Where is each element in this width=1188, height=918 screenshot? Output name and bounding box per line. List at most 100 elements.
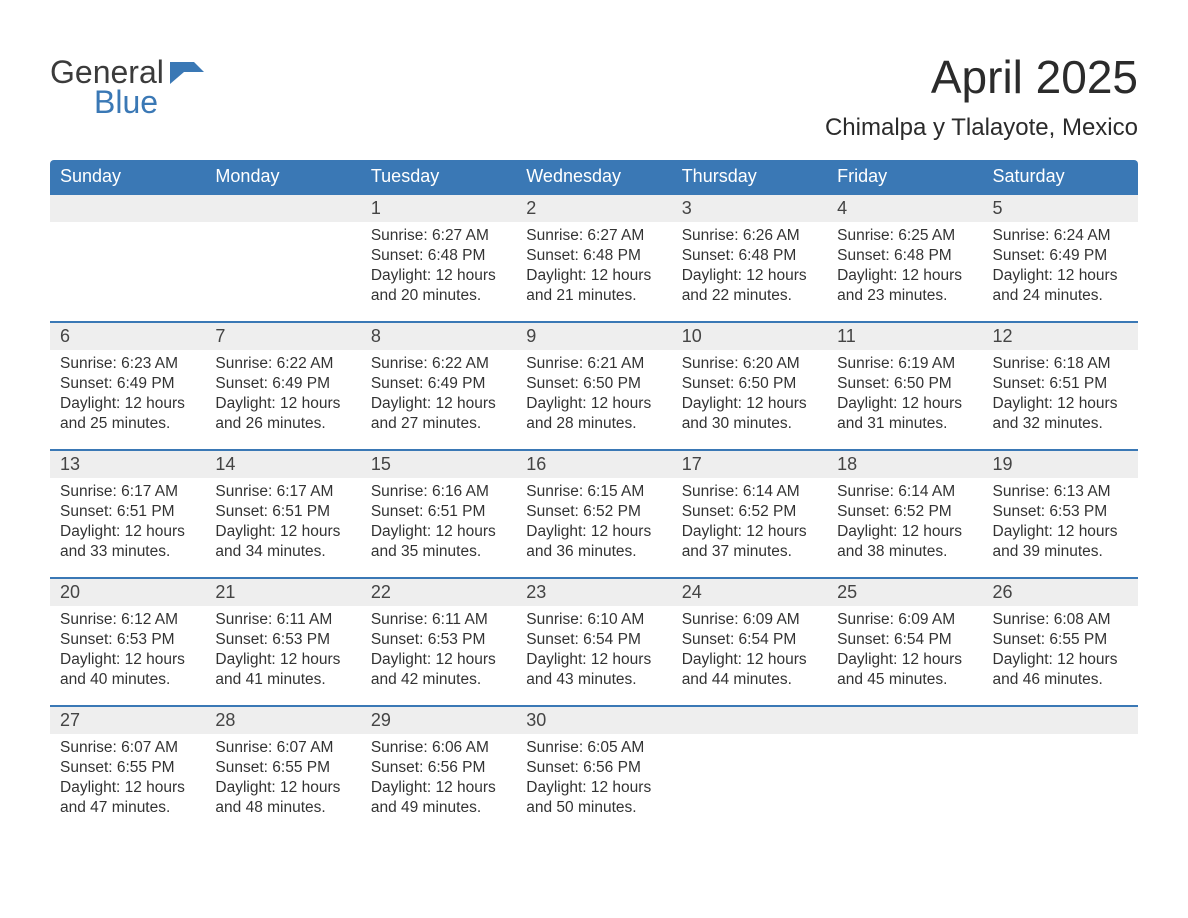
day-body: Sunrise: 6:27 AMSunset: 6:48 PMDaylight:…	[361, 222, 516, 313]
day-cell: 25Sunrise: 6:09 AMSunset: 6:54 PMDayligh…	[827, 578, 982, 706]
week-row: 1Sunrise: 6:27 AMSunset: 6:48 PMDaylight…	[50, 194, 1138, 322]
week-row: 20Sunrise: 6:12 AMSunset: 6:53 PMDayligh…	[50, 578, 1138, 706]
sunrise-text: Sunrise: 6:15 AM	[526, 482, 661, 502]
daylight-text-line1: Daylight: 12 hours	[371, 778, 506, 798]
day-number: 26	[983, 579, 1138, 606]
sunrise-text: Sunrise: 6:06 AM	[371, 738, 506, 758]
week-row: 13Sunrise: 6:17 AMSunset: 6:51 PMDayligh…	[50, 450, 1138, 578]
day-body: Sunrise: 6:06 AMSunset: 6:56 PMDaylight:…	[361, 734, 516, 825]
daylight-text-line1: Daylight: 12 hours	[371, 266, 506, 286]
sunset-text: Sunset: 6:49 PM	[215, 374, 350, 394]
sunset-text: Sunset: 6:48 PM	[682, 246, 817, 266]
day-body: Sunrise: 6:13 AMSunset: 6:53 PMDaylight:…	[983, 478, 1138, 569]
day-cell: 18 Sunrise: 6:14 AMSunset: 6:52 PMDayligh…	[827, 450, 982, 578]
sunrise-text: Sunrise: 6:14 AM	[837, 482, 972, 502]
sunset-text: Sunset: 6:51 PM	[215, 502, 350, 522]
sunset-text: Sunset: 6:49 PM	[371, 374, 506, 394]
daylight-text-line1: Daylight: 12 hours	[526, 394, 661, 414]
daylight-text-line2: and 33 minutes.	[60, 542, 195, 562]
sunset-text: Sunset: 6:48 PM	[526, 246, 661, 266]
sunrise-text: Sunrise: 6:27 AM	[526, 226, 661, 246]
day-body: Sunrise: 6:23 AMSunset: 6:49 PMDaylight:…	[50, 350, 205, 441]
sunset-text: Sunset: 6:51 PM	[993, 374, 1128, 394]
title-block: April 2025 Chimalpa y Tlalayote, Mexico	[825, 50, 1138, 142]
sunrise-text: Sunrise: 6:23 AM	[60, 354, 195, 374]
sunset-text: Sunset: 6:48 PM	[837, 246, 972, 266]
day-body: Sunrise: 6:22 AMSunset: 6:49 PMDaylight:…	[205, 350, 360, 441]
daylight-text-line1: Daylight: 12 hours	[215, 522, 350, 542]
sunrise-text: Sunrise: 6:09 AM	[837, 610, 972, 630]
day-number: 25	[827, 579, 982, 606]
day-number: 21	[205, 579, 360, 606]
sunrise-text: Sunrise: 6:25 AM	[837, 226, 972, 246]
day-number: 23	[516, 579, 671, 606]
day-number: 24	[672, 579, 827, 606]
sunset-text: Sunset: 6:55 PM	[993, 630, 1128, 650]
daylight-text-line2: and 28 minutes.	[526, 414, 661, 434]
day-number: 7	[205, 323, 360, 350]
daylight-text-line1: Daylight: 12 hours	[371, 522, 506, 542]
sunrise-text: Sunrise: 6:09 AM	[682, 610, 817, 630]
daylight-text-line1: Daylight: 12 hours	[60, 778, 195, 798]
day-body: Sunrise: 6:15 AMSunset: 6:52 PMDaylight:…	[516, 478, 671, 569]
sunset-text: Sunset: 6:53 PM	[60, 630, 195, 650]
daylight-text-line1: Daylight: 12 hours	[993, 522, 1128, 542]
daylight-text-line2: and 21 minutes.	[526, 286, 661, 306]
day-cell: 28Sunrise: 6:07 AMSunset: 6:55 PMDayligh…	[205, 706, 360, 834]
daylight-text-line1: Daylight: 12 hours	[837, 522, 972, 542]
day-number: 13	[50, 451, 205, 478]
daylight-text-line2: and 48 minutes.	[215, 798, 350, 818]
daylight-text-line1: Daylight: 12 hours	[837, 266, 972, 286]
day-body: Sunrise: 6:09 AMSunset: 6:54 PMDaylight:…	[827, 606, 982, 697]
sunset-text: Sunset: 6:51 PM	[60, 502, 195, 522]
day-cell	[983, 706, 1138, 834]
daylight-text-line2: and 43 minutes.	[526, 670, 661, 690]
day-number: 18	[827, 451, 982, 478]
daylight-text-line1: Daylight: 12 hours	[215, 394, 350, 414]
day-header: Tuesday	[361, 160, 516, 194]
sunrise-text: Sunrise: 6:24 AM	[993, 226, 1128, 246]
day-cell: 4Sunrise: 6:25 AMSunset: 6:48 PMDaylight…	[827, 194, 982, 322]
day-number: 12	[983, 323, 1138, 350]
sunset-text: Sunset: 6:52 PM	[837, 502, 972, 522]
day-cell: 1Sunrise: 6:27 AMSunset: 6:48 PMDaylight…	[361, 194, 516, 322]
day-number: 29	[361, 707, 516, 734]
sunset-text: Sunset: 6:53 PM	[371, 630, 506, 650]
day-body: Sunrise: 6:26 AMSunset: 6:48 PMDaylight:…	[672, 222, 827, 313]
sunset-text: Sunset: 6:51 PM	[371, 502, 506, 522]
day-body: Sunrise: 6:14 AMSunset: 6:52 PMDaylight:…	[672, 478, 827, 569]
sunset-text: Sunset: 6:55 PM	[60, 758, 195, 778]
daylight-text-line1: Daylight: 12 hours	[371, 394, 506, 414]
day-body: Sunrise: 6:05 AMSunset: 6:56 PMDaylight:…	[516, 734, 671, 825]
sunrise-text: Sunrise: 6:22 AM	[371, 354, 506, 374]
sunrise-text: Sunrise: 6:07 AM	[215, 738, 350, 758]
day-number: 4	[827, 195, 982, 222]
daylight-text-line1: Daylight: 12 hours	[526, 266, 661, 286]
daylight-text-line2: and 22 minutes.	[682, 286, 817, 306]
day-body: Sunrise: 6:11 AMSunset: 6:53 PMDaylight:…	[361, 606, 516, 697]
sunset-text: Sunset: 6:52 PM	[682, 502, 817, 522]
daylight-text-line2: and 23 minutes.	[837, 286, 972, 306]
day-number: 14	[205, 451, 360, 478]
day-body: Sunrise: 6:22 AMSunset: 6:49 PMDaylight:…	[361, 350, 516, 441]
daylight-text-line1: Daylight: 12 hours	[682, 394, 817, 414]
day-body: Sunrise: 6:19 AMSunset: 6:50 PMDaylight:…	[827, 350, 982, 441]
daylight-text-line1: Daylight: 12 hours	[993, 394, 1128, 414]
daylight-text-line2: and 42 minutes.	[371, 670, 506, 690]
daylight-text-line1: Daylight: 12 hours	[371, 650, 506, 670]
daylight-text-line1: Daylight: 12 hours	[993, 266, 1128, 286]
sunset-text: Sunset: 6:48 PM	[371, 246, 506, 266]
location-subtitle: Chimalpa y Tlalayote, Mexico	[825, 114, 1138, 142]
day-body: Sunrise: 6:25 AMSunset: 6:48 PMDaylight:…	[827, 222, 982, 313]
day-number: 15	[361, 451, 516, 478]
sunrise-text: Sunrise: 6:07 AM	[60, 738, 195, 758]
day-number: 11	[827, 323, 982, 350]
day-number-empty	[50, 195, 205, 222]
day-body: Sunrise: 6:27 AMSunset: 6:48 PMDaylight:…	[516, 222, 671, 313]
day-body: Sunrise: 6:24 AMSunset: 6:49 PMDaylight:…	[983, 222, 1138, 313]
day-cell: 5Sunrise: 6:24 AMSunset: 6:49 PMDaylight…	[983, 194, 1138, 322]
daylight-text-line1: Daylight: 12 hours	[993, 650, 1128, 670]
day-number: 22	[361, 579, 516, 606]
day-cell: 15Sunrise: 6:16 AMSunset: 6:51 PMDayligh…	[361, 450, 516, 578]
calendar-table: Sunday Monday Tuesday Wednesday Thursday…	[50, 160, 1138, 834]
